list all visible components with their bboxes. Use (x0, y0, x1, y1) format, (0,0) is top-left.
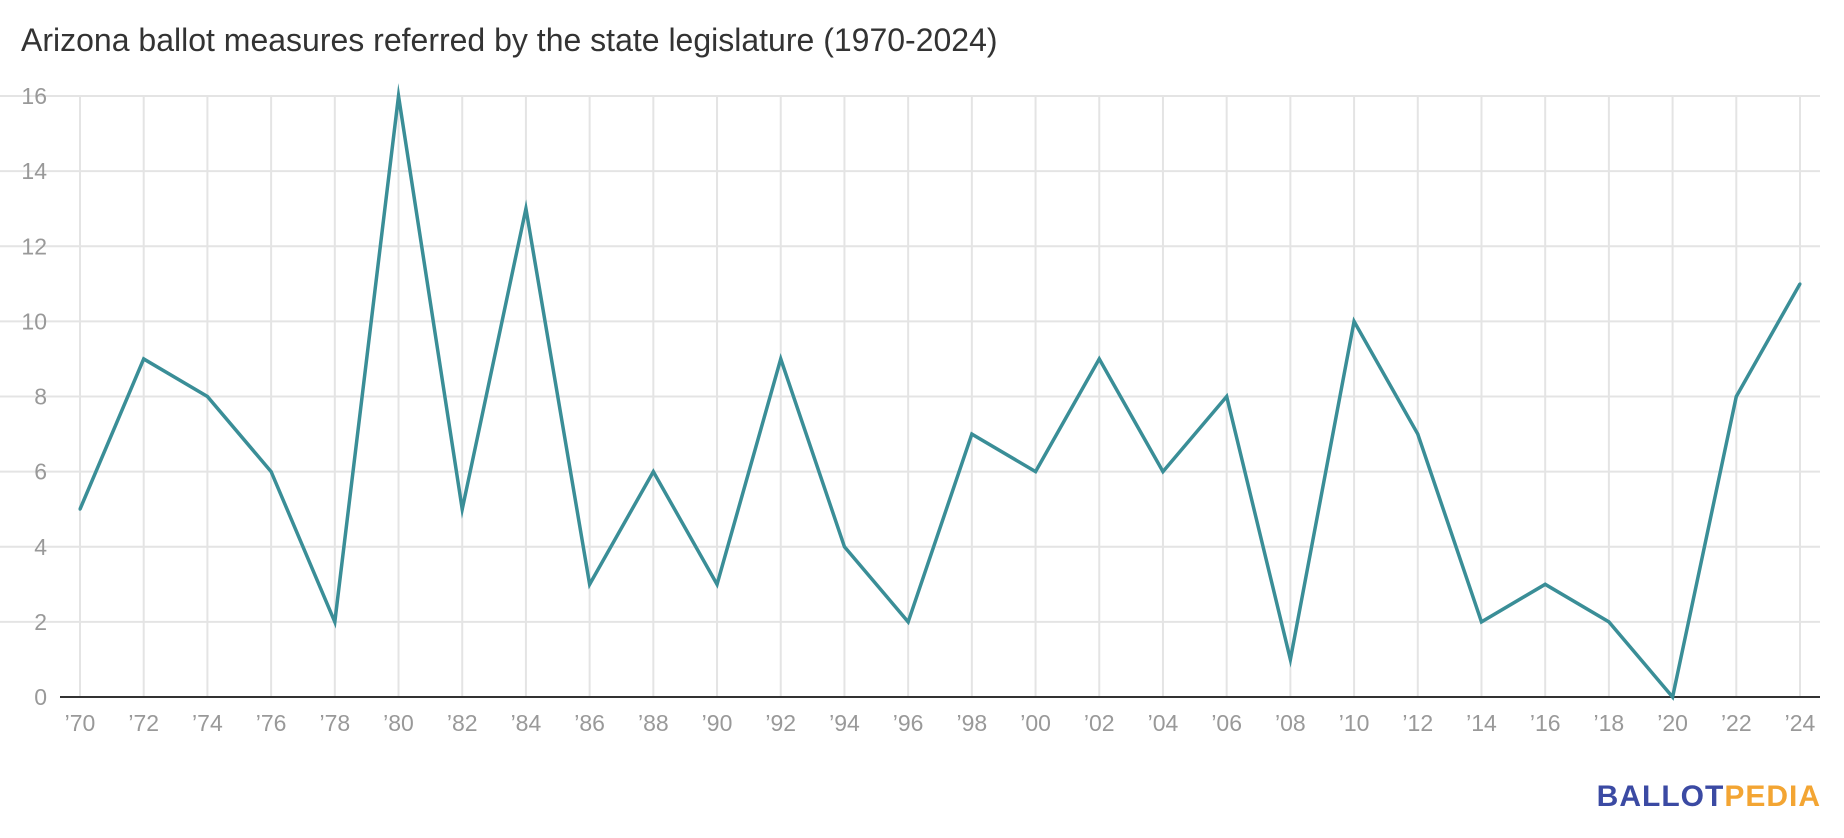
data-point (779, 357, 783, 361)
x-tick-label: ’94 (829, 710, 860, 736)
x-tick-label: ’10 (1339, 710, 1370, 736)
x-tick-label: ’24 (1785, 710, 1816, 736)
data-point (906, 620, 910, 624)
chart-title: Arizona ballot measures referred by the … (21, 22, 998, 58)
data-point (1288, 657, 1292, 661)
x-tick-label: ’98 (957, 710, 988, 736)
y-tick-label: 6 (34, 459, 47, 485)
x-tick-label: ’20 (1657, 710, 1688, 736)
data-point (1543, 582, 1547, 586)
x-tick-label: ’84 (511, 710, 542, 736)
y-tick-label: 12 (21, 233, 47, 259)
data-point (78, 507, 82, 511)
data-point (1352, 319, 1356, 323)
x-tick-label: ’14 (1466, 710, 1497, 736)
data-point (1734, 395, 1738, 398)
y-tick-label: 16 (21, 83, 47, 109)
series-layer (78, 83, 1802, 701)
data-point (142, 357, 146, 361)
data-point (1097, 357, 1101, 361)
y-tick-label: 2 (34, 609, 47, 635)
data-point (1034, 470, 1038, 474)
x-tick-label: ’92 (765, 710, 796, 736)
logo-text-pedia: PEDIA (1724, 780, 1821, 813)
x-tick-label: ’12 (1402, 710, 1433, 736)
x-tick-label: ’80 (383, 710, 414, 736)
x-tick-label: ’08 (1275, 710, 1306, 736)
y-tick-label: 4 (34, 534, 47, 560)
x-tick-label: ’04 (1148, 710, 1179, 736)
data-point (524, 207, 528, 211)
series-line (78, 83, 1802, 701)
x-tick-label: ’90 (702, 710, 733, 736)
logo-text-ballot: BALLOT (1596, 780, 1725, 813)
data-point (1225, 395, 1229, 398)
data-point (1161, 470, 1165, 474)
y-tick-label: 0 (34, 684, 47, 710)
x-tick-label: ’02 (1084, 710, 1115, 736)
x-tick-label: ’74 (192, 710, 223, 736)
ballotpedia-logo: BALLOTPEDIA (1597, 780, 1821, 814)
y-axis-ticks: 0 2 4 6 8 10 12 14 16 (21, 83, 47, 710)
x-tick-label: ’16 (1530, 710, 1561, 736)
y-tick-label: 10 (21, 308, 47, 334)
data-point (1479, 620, 1483, 624)
x-tick-label: ’22 (1721, 710, 1752, 736)
x-tick-label: ’96 (893, 710, 924, 736)
data-point (1416, 432, 1420, 436)
x-tick-label: ’76 (256, 710, 287, 736)
data-point (651, 470, 655, 474)
x-tick-label: ’88 (638, 710, 669, 736)
x-axis-ticks: ’70 ’72 ’74 ’76 ’78 ’80 ’82 ’84 ’86 ’88 ’90 ’92 ’94 ’… (65, 710, 1816, 736)
data-point (333, 620, 337, 624)
x-tick-label: ’86 (574, 710, 605, 736)
data-point (1607, 620, 1611, 624)
data-point (205, 395, 209, 398)
y-tick-label: 14 (21, 158, 47, 184)
x-tick-label: ’06 (1211, 710, 1242, 736)
data-point (970, 432, 974, 436)
y-tick-label: 8 (34, 384, 47, 410)
x-tick-label: ’82 (447, 710, 478, 736)
data-point (842, 545, 846, 549)
x-tick-label: ’72 (128, 710, 159, 736)
x-tick-label: ’70 (65, 710, 96, 736)
data-point (397, 94, 401, 98)
data-point (269, 470, 273, 474)
grid-layer (0, 95, 1820, 697)
x-tick-label: ’00 (1020, 710, 1051, 736)
data-point (715, 582, 719, 586)
data-point (1671, 695, 1675, 699)
data-point (460, 507, 464, 511)
data-point (1798, 282, 1802, 286)
data-point (588, 582, 592, 586)
x-tick-label: ’78 (319, 710, 350, 736)
x-tick-label: ’18 (1594, 710, 1625, 736)
